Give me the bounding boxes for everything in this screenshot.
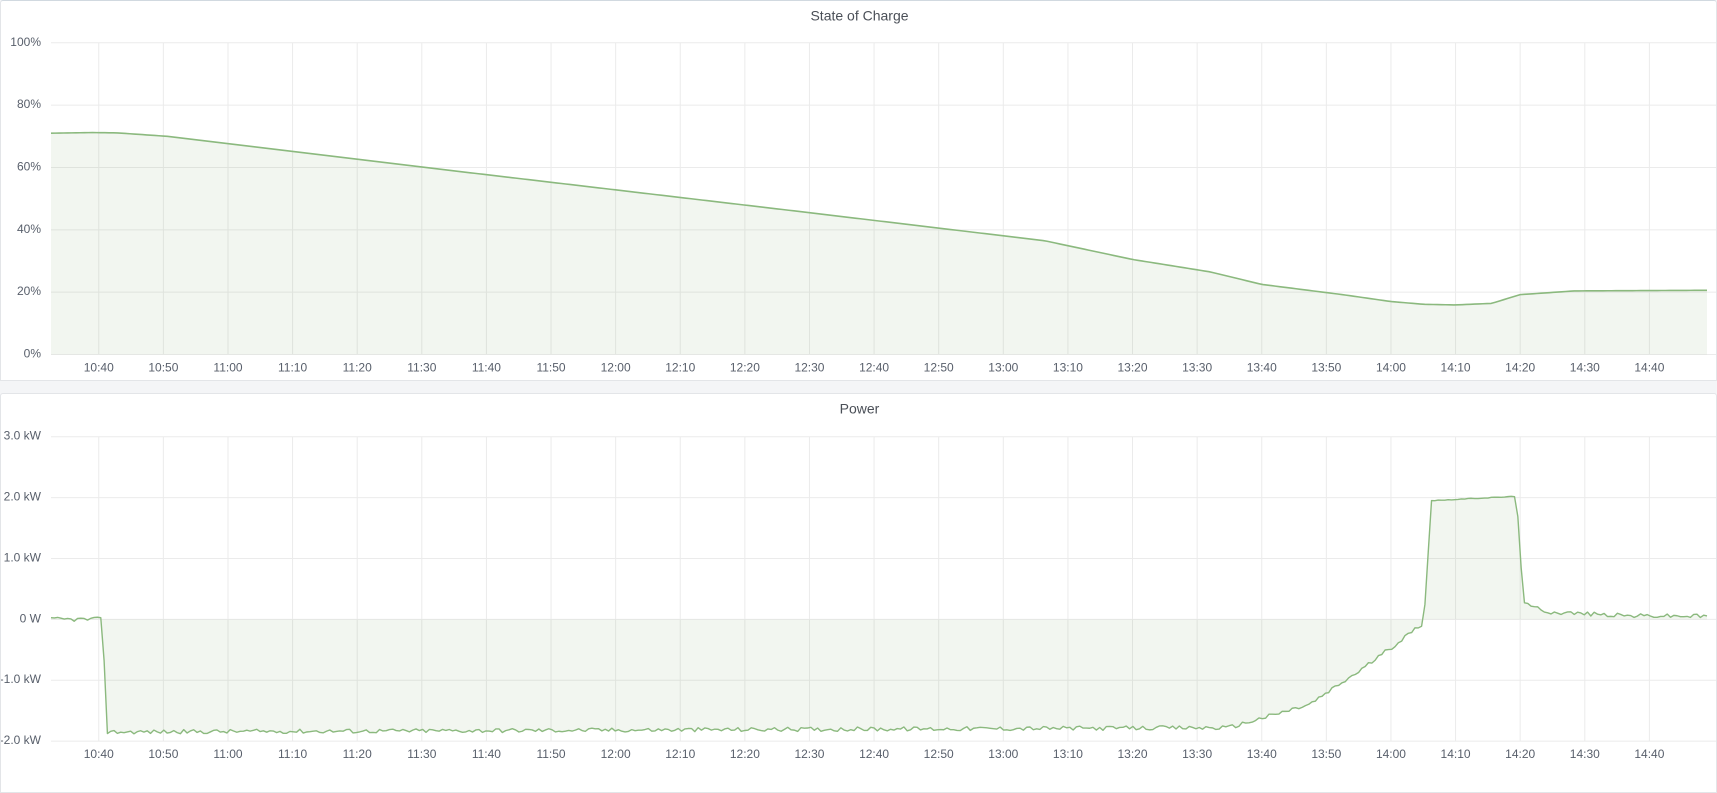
svg-text:12:10: 12:10 bbox=[665, 747, 695, 761]
svg-text:Power: Power bbox=[840, 401, 880, 417]
svg-text:12:30: 12:30 bbox=[794, 361, 824, 375]
svg-text:0%: 0% bbox=[24, 347, 42, 361]
svg-text:11:50: 11:50 bbox=[536, 361, 565, 375]
svg-text:13:20: 13:20 bbox=[1118, 361, 1148, 375]
svg-text:14:00: 14:00 bbox=[1376, 747, 1406, 761]
svg-text:12:50: 12:50 bbox=[924, 747, 954, 761]
svg-text:11:10: 11:10 bbox=[278, 747, 307, 761]
svg-text:11:20: 11:20 bbox=[343, 747, 372, 761]
svg-text:10:50: 10:50 bbox=[148, 747, 178, 761]
svg-text:13:20: 13:20 bbox=[1118, 747, 1148, 761]
svg-text:14:40: 14:40 bbox=[1634, 747, 1664, 761]
svg-text:13:50: 13:50 bbox=[1311, 361, 1341, 375]
svg-text:13:10: 13:10 bbox=[1053, 747, 1083, 761]
svg-text:11:30: 11:30 bbox=[407, 747, 436, 761]
svg-text:60%: 60% bbox=[17, 159, 41, 173]
svg-text:10:40: 10:40 bbox=[84, 747, 114, 761]
svg-text:14:30: 14:30 bbox=[1570, 361, 1600, 375]
svg-text:14:10: 14:10 bbox=[1441, 747, 1471, 761]
svg-text:10:40: 10:40 bbox=[84, 361, 114, 375]
svg-text:12:40: 12:40 bbox=[859, 747, 889, 761]
svg-text:14:20: 14:20 bbox=[1505, 361, 1535, 375]
svg-text:11:40: 11:40 bbox=[472, 361, 501, 375]
svg-text:13:30: 13:30 bbox=[1182, 361, 1212, 375]
svg-text:1.0 kW: 1.0 kW bbox=[4, 550, 42, 564]
svg-text:12:20: 12:20 bbox=[730, 361, 760, 375]
svg-text:-2.0 kW: -2.0 kW bbox=[1, 733, 42, 747]
svg-text:11:00: 11:00 bbox=[213, 747, 242, 761]
svg-text:14:40: 14:40 bbox=[1634, 361, 1664, 375]
svg-text:11:20: 11:20 bbox=[343, 361, 372, 375]
svg-text:20%: 20% bbox=[17, 284, 41, 298]
svg-text:14:10: 14:10 bbox=[1441, 361, 1471, 375]
svg-text:11:00: 11:00 bbox=[213, 361, 242, 375]
svg-text:State of Charge: State of Charge bbox=[810, 8, 908, 24]
svg-text:14:30: 14:30 bbox=[1570, 747, 1600, 761]
svg-text:14:20: 14:20 bbox=[1505, 747, 1535, 761]
svg-text:12:00: 12:00 bbox=[601, 361, 631, 375]
svg-text:13:40: 13:40 bbox=[1247, 361, 1277, 375]
svg-text:13:30: 13:30 bbox=[1182, 747, 1212, 761]
svg-text:80%: 80% bbox=[17, 97, 41, 111]
svg-text:12:50: 12:50 bbox=[924, 361, 954, 375]
svg-text:13:10: 13:10 bbox=[1053, 361, 1083, 375]
svg-text:100%: 100% bbox=[10, 35, 41, 49]
svg-text:12:00: 12:00 bbox=[601, 747, 631, 761]
svg-text:0 W: 0 W bbox=[20, 611, 42, 625]
svg-text:13:00: 13:00 bbox=[988, 747, 1018, 761]
svg-text:13:00: 13:00 bbox=[988, 361, 1018, 375]
svg-text:14:00: 14:00 bbox=[1376, 361, 1406, 375]
svg-text:3.0 kW: 3.0 kW bbox=[4, 429, 42, 443]
svg-text:12:10: 12:10 bbox=[665, 361, 695, 375]
svg-text:11:40: 11:40 bbox=[472, 747, 501, 761]
svg-text:13:50: 13:50 bbox=[1311, 747, 1341, 761]
svg-text:12:40: 12:40 bbox=[859, 361, 889, 375]
svg-text:-1.0 kW: -1.0 kW bbox=[1, 672, 42, 686]
svg-text:11:30: 11:30 bbox=[407, 361, 436, 375]
svg-text:11:10: 11:10 bbox=[278, 361, 307, 375]
svg-text:12:20: 12:20 bbox=[730, 747, 760, 761]
svg-text:11:50: 11:50 bbox=[536, 747, 565, 761]
svg-text:13:40: 13:40 bbox=[1247, 747, 1277, 761]
svg-text:10:50: 10:50 bbox=[148, 361, 178, 375]
svg-text:12:30: 12:30 bbox=[794, 747, 824, 761]
svg-text:2.0 kW: 2.0 kW bbox=[4, 490, 42, 504]
svg-text:40%: 40% bbox=[17, 222, 41, 236]
